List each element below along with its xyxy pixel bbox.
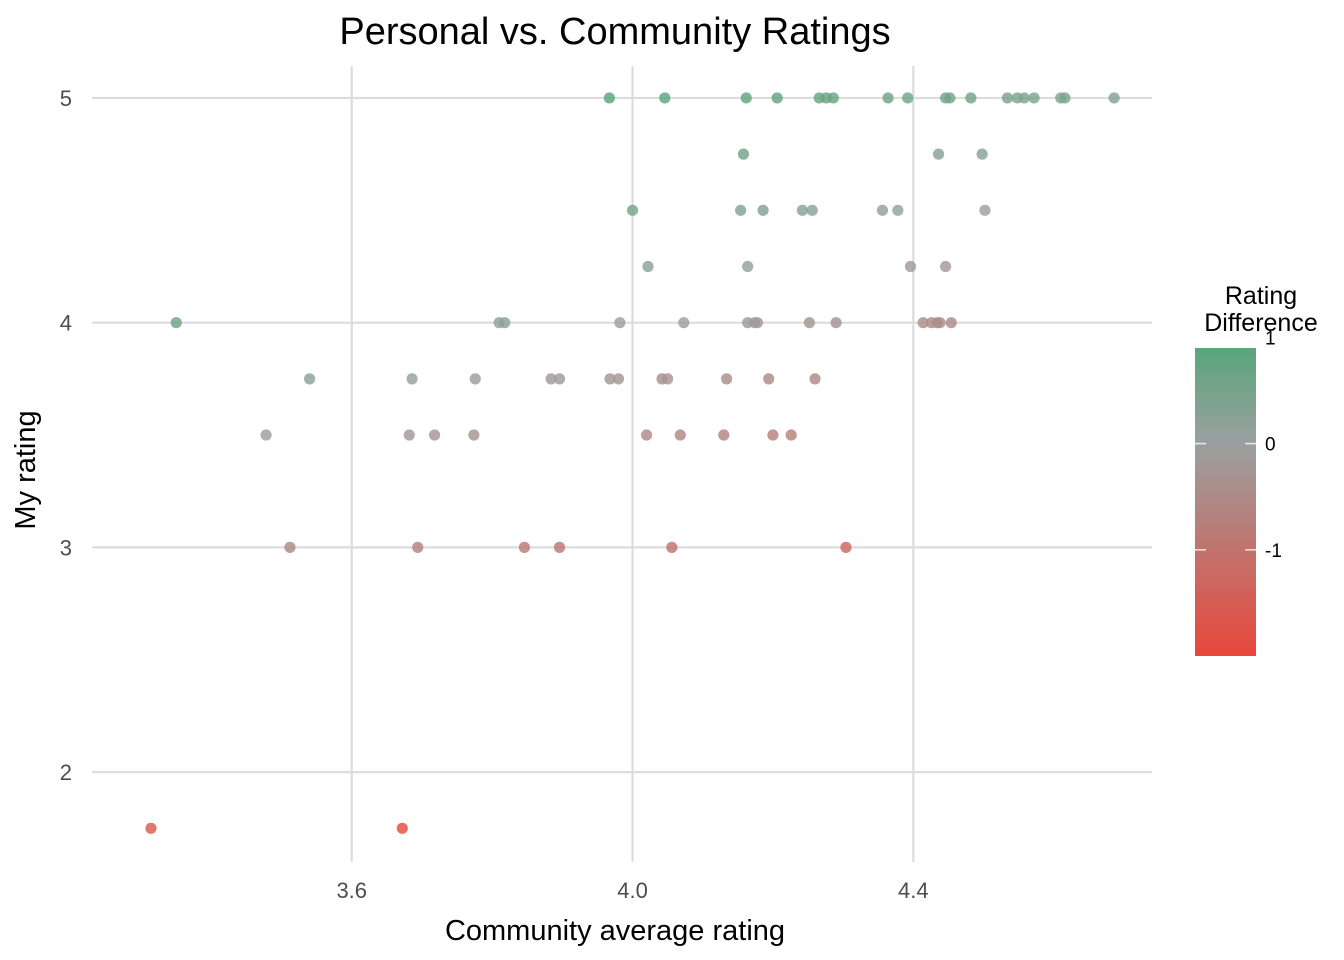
data-point [945, 317, 957, 329]
data-point [678, 317, 690, 329]
data-point [830, 317, 842, 329]
y-tick-label: 5 [60, 86, 72, 111]
data-point [892, 204, 904, 216]
data-point [604, 373, 616, 385]
data-point [934, 317, 946, 329]
x-tick-label: 4.0 [617, 878, 648, 903]
data-point [406, 373, 418, 385]
data-point [284, 541, 296, 553]
data-point [737, 148, 750, 160]
data-point [170, 317, 182, 329]
data-point [553, 541, 566, 553]
legend-tick-label: 1 [1265, 328, 1276, 349]
data-point [932, 148, 945, 160]
data-point [428, 429, 441, 441]
legend-ticks: 1 0 -1 [1195, 328, 1282, 562]
data-point [803, 317, 816, 329]
data-point [304, 373, 316, 385]
data-point [640, 429, 653, 441]
data-point [412, 541, 424, 553]
data-point [674, 429, 686, 441]
data-point [976, 148, 988, 160]
data-point [468, 429, 480, 441]
data-point [902, 92, 914, 104]
legend-colorbar [1195, 348, 1256, 656]
data-point [662, 373, 674, 385]
data-point [614, 317, 626, 329]
y-axis-title: My rating [10, 410, 42, 529]
y-tick-label: 3 [60, 535, 72, 560]
data-point [735, 204, 747, 216]
data-point [145, 822, 157, 834]
data-point [469, 373, 481, 385]
data-point [840, 541, 852, 553]
legend-title-line-1: Rating [1225, 282, 1297, 310]
data-point [1059, 92, 1071, 104]
data-point [979, 204, 991, 216]
data-point [965, 92, 977, 104]
data-point [626, 204, 639, 216]
data-point [553, 373, 566, 385]
x-tick-label: 4.4 [898, 878, 929, 903]
chart-title: Personal vs. Community Ratings [339, 11, 890, 53]
data-point [940, 260, 952, 273]
data-point [518, 541, 531, 553]
data-point [771, 92, 783, 104]
legend-tick-label: 0 [1265, 435, 1276, 456]
data-point [785, 429, 797, 441]
axis-layer: 3.6 4.0 4.4 2 3 4 5 [60, 86, 929, 903]
x-axis-title: Community average rating [445, 915, 785, 947]
data-point [499, 317, 511, 329]
data-point [767, 429, 779, 441]
data-point [876, 204, 889, 216]
data-point [1018, 92, 1030, 104]
data-point [1028, 92, 1040, 104]
points-layer [145, 92, 1120, 834]
data-point [1001, 92, 1013, 104]
data-point [882, 92, 894, 104]
y-tick-label: 2 [60, 760, 72, 785]
data-point [718, 429, 730, 441]
data-point [642, 260, 654, 273]
data-point [740, 92, 752, 104]
data-point [720, 373, 733, 385]
legend-tick-label: -1 [1265, 541, 1282, 562]
data-point [545, 373, 557, 385]
x-tick-label: 3.6 [336, 878, 367, 903]
legend-title-line-2: Difference [1204, 309, 1318, 337]
data-point [751, 317, 764, 329]
legend: Rating Difference 1 0 -1 [1195, 282, 1318, 656]
data-point [917, 317, 929, 329]
data-point [666, 541, 678, 553]
data-point [1108, 92, 1120, 104]
data-point [827, 92, 839, 104]
data-point [809, 373, 821, 385]
data-point [396, 822, 408, 834]
data-point [757, 204, 769, 216]
data-point [763, 373, 775, 385]
data-point [403, 429, 415, 441]
grid-layer [92, 66, 1152, 862]
data-point [612, 373, 625, 385]
data-point [806, 204, 818, 216]
data-point [796, 204, 809, 216]
data-point [260, 429, 272, 441]
y-tick-label: 4 [60, 311, 72, 336]
data-point [944, 92, 956, 104]
data-point [904, 260, 917, 273]
data-point [742, 260, 754, 273]
data-point [659, 92, 671, 104]
data-point [603, 92, 615, 104]
